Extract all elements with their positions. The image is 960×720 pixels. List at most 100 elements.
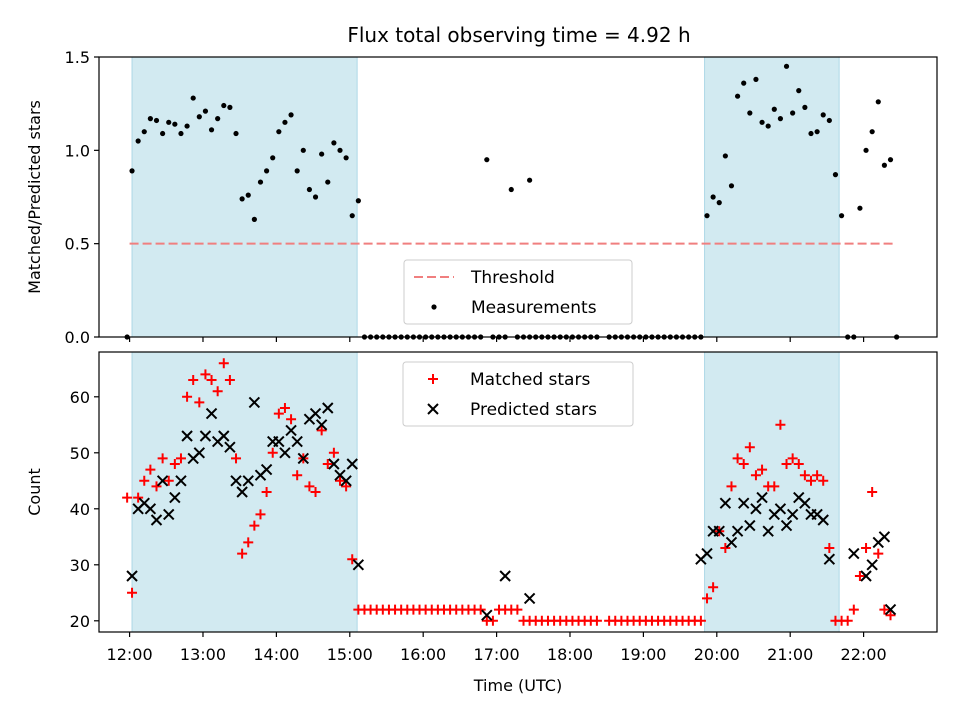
y-tick-label: 20 [70,612,90,631]
predicted-star-point [242,475,254,487]
matched-star-point [744,442,755,453]
predicted-star-point [523,592,536,605]
measurement-point [288,112,294,118]
predicted-star-point [199,430,212,442]
matched-star-point [781,459,792,469]
measurement-point [777,116,784,122]
matched-star-point [695,615,706,626]
matched-star-point [720,543,731,553]
x-tick-label: 17:00 [474,645,520,664]
axes-frame [98,56,938,338]
measurement-point [135,138,141,144]
measurement-point [771,106,777,112]
matched-star-point [885,610,896,621]
predicted-star-point [756,491,768,504]
predicted-star-point [205,407,218,420]
measurement-point [508,186,514,193]
legend-label: Threshold [470,268,555,288]
measurement-point [838,213,845,219]
predicted-star-point [738,497,750,509]
predicted-star-point [481,609,493,621]
measurement-point [306,186,313,193]
observing-period-band [131,56,358,338]
measurement-point [741,80,747,86]
measurement-point [759,119,765,125]
predicted-star-point [340,475,352,487]
top-panel: 0.0 0.5 1.0 1.5 Matched/Predicted stars Thres… [25,48,938,347]
predicted-star-point [144,503,157,515]
matched-star-point [818,475,829,486]
predicted-star-point [786,508,799,521]
predicted-star-point [260,463,273,476]
matched-star-point [224,375,235,385]
predicted-star-point [291,435,303,448]
measurement-point [814,129,820,135]
measurement-point [257,179,264,185]
matched-star-point [487,615,498,626]
measurement-point [802,104,808,110]
y-tick-label: 0.0 [65,328,90,347]
matched-star-point [310,487,321,497]
predicted-star-point [279,447,291,459]
matched-star-point [475,604,486,615]
y-tick-label: 50 [70,444,90,463]
predicted-star-point [701,547,713,560]
matched-star-point [249,520,260,531]
matched-star-point [512,604,523,615]
matched-star-point [243,537,254,548]
y-tick-label: 0.5 [65,235,90,254]
matched-star-point [873,548,884,559]
predicted-star-point [315,419,328,431]
matched-star-point [799,470,810,481]
matched-star-point [133,492,144,503]
measurement-point [863,147,869,153]
measurement-point [783,63,790,69]
predicted-star-point [285,424,297,437]
matched-star-point [867,487,878,497]
matched-star-point [702,593,713,604]
y-tick-label: 40 [70,500,90,519]
legend-label: Matched stars [470,370,590,390]
matched-star-point [169,459,180,469]
predicted-star-point [848,547,860,560]
predicted-star-point [499,570,511,582]
measurement-point [312,194,319,200]
matched-star-point [708,582,719,593]
x-tick-label: 12:00 [107,645,153,664]
axes-frame [98,351,938,633]
measurement-point [875,99,881,105]
matched-star-point [212,386,223,397]
measurement-point [184,123,190,129]
x-tick-label: 19:00 [620,645,666,664]
matched-star-point [341,481,352,492]
matched-star-point [322,459,333,469]
matched-star-point [750,470,761,481]
predicted-star-point [713,525,725,537]
predicted-star-point [218,430,230,442]
measurement-point [349,213,355,219]
matched-star-point [286,414,297,425]
matched-star-point [200,369,211,380]
measurement-point [319,151,325,157]
predicted-star-point [866,559,878,571]
measurement-point [294,168,300,174]
chart-title: Flux total observing time = 4.92 h [347,23,690,47]
measurement-point [337,147,343,153]
measurement-point [887,157,894,163]
matched-star-point [787,453,798,464]
predicted-star-point [328,458,340,470]
y-axis-label: Count [25,468,44,516]
matched-star-point [879,604,890,615]
measurement-point [227,104,233,110]
matched-star-point [848,604,859,615]
measurement-point [765,123,771,129]
measurement-point [796,88,802,94]
matched-star-point [237,548,248,559]
matched-star-point [145,464,156,475]
predicted-star-point [346,458,358,470]
legend-label: Predicted stars [470,400,597,420]
measurement-point [710,194,716,200]
matched-star-point [273,408,284,419]
y-tick-label: 30 [70,556,90,575]
measurement-point [728,183,735,189]
